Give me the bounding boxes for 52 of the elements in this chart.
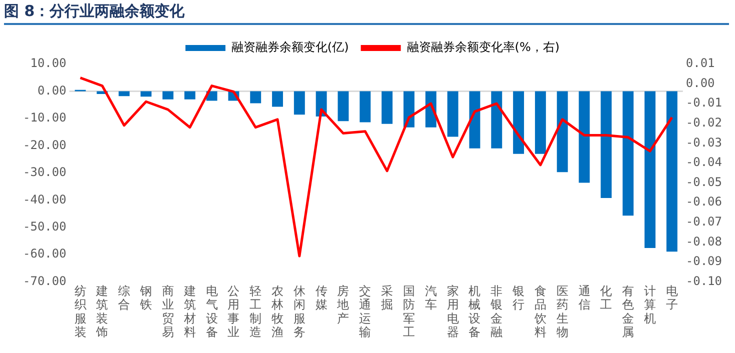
- y2-tick-label: 0.01: [686, 56, 715, 70]
- x-tick-label: 纺织服装: [74, 284, 86, 340]
- y2-tick-label: 0.00: [686, 76, 715, 90]
- x-tick-label: 国防军工: [402, 284, 415, 340]
- y2-tick-label: -0.03: [686, 135, 722, 150]
- x-tick-label: 电气设备: [206, 284, 218, 340]
- y-tick-label: -10.00: [22, 110, 66, 125]
- x-tick-label: 公用事业: [228, 284, 240, 340]
- x-tick-label: 非银金融: [490, 284, 503, 340]
- x-tick-label: 房地产: [336, 284, 350, 326]
- x-tick-label: 通信: [578, 284, 590, 312]
- y2-tick-label: -0.07: [686, 214, 722, 229]
- x-tick-label: 机械设备: [468, 284, 481, 340]
- y2-tick-label: -0.01: [686, 96, 722, 110]
- x-tick-label: 食品饮料: [533, 284, 546, 340]
- x-tick-label: 建筑材料: [182, 284, 196, 340]
- legend-label: 融资融券余额变化(亿): [231, 40, 349, 54]
- x-tick-label: 汽车: [424, 284, 437, 312]
- y2-tick-label: -0.09: [686, 254, 722, 268]
- y2-tick-label: -0.04: [686, 155, 722, 170]
- legend-label: 融资融券余额变化率(%，右): [406, 40, 560, 54]
- y2-tick-label: -0.08: [686, 234, 722, 248]
- x-tick-label: 建筑装饰: [95, 284, 108, 340]
- x-tick-label: 交通运输: [359, 284, 372, 340]
- x-tick-label: 电子: [666, 284, 678, 312]
- x-tick-label: 钢铁: [139, 284, 152, 312]
- x-tick-label: 商业贸易: [162, 284, 174, 340]
- y-tick-label: -40.00: [22, 192, 66, 206]
- x-tick-label: 银行: [512, 284, 525, 312]
- chart-title: 图 8：分行业两融余额变化: [4, 2, 729, 25]
- x-tick-label: 采掘: [381, 284, 394, 312]
- x-tick-label: 综合: [118, 284, 130, 312]
- x-tick-label: 轻工制造: [250, 284, 262, 340]
- y-tick-label: -50.00: [22, 219, 66, 234]
- x-tick-label: 医药生物: [556, 284, 568, 340]
- y-tick-label: -30.00: [22, 165, 66, 180]
- x-tick-label: 家用电器: [446, 284, 459, 340]
- y-tick-label: -70.00: [22, 274, 66, 288]
- x-tick-label: 农林牧渔: [270, 284, 284, 340]
- y-tick-label: -60.00: [22, 246, 66, 261]
- y-tick-label: 10.00: [30, 56, 66, 70]
- x-tick-label: 计算机: [644, 284, 656, 326]
- y-tick-label: 0.00: [37, 83, 66, 98]
- y2-tick-label: -0.02: [686, 116, 722, 130]
- y2-tick-label: -0.05: [686, 174, 722, 189]
- y-tick-label: -20.00: [22, 138, 66, 152]
- x-tick-label: 传媒: [315, 284, 328, 312]
- x-tick-label: 休闲服务: [293, 284, 306, 340]
- x-tick-label: 化工: [600, 284, 612, 312]
- x-tick-label: 有色金属: [622, 284, 634, 340]
- y2-tick-label: -0.06: [686, 194, 722, 209]
- y2-tick-label: -0.10: [686, 274, 722, 288]
